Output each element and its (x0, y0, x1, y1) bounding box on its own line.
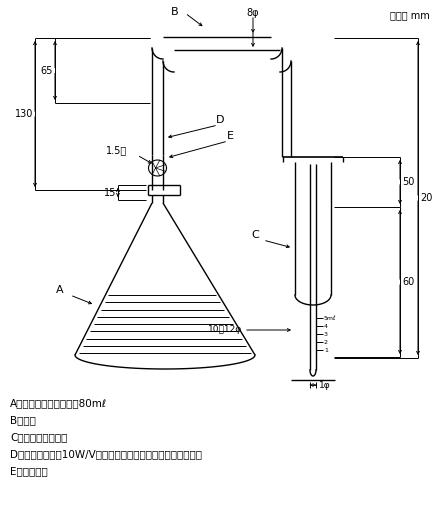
Text: C：ひ化水素吸収管: C：ひ化水素吸収管 (10, 432, 68, 442)
Text: B：導管: B：導管 (10, 415, 36, 425)
Text: 50: 50 (402, 177, 414, 187)
Text: 130: 130 (15, 109, 33, 119)
Text: B: B (171, 7, 179, 17)
Text: 1: 1 (324, 347, 328, 352)
Text: 4: 4 (324, 324, 328, 328)
Text: 8φ: 8φ (247, 8, 259, 18)
Text: 65: 65 (41, 66, 53, 76)
Text: 2: 2 (324, 339, 328, 344)
Text: 200: 200 (420, 193, 433, 203)
Text: A: A (56, 285, 64, 295)
Text: 1φ: 1φ (319, 380, 331, 389)
Text: D: D (216, 115, 224, 125)
Text: 3: 3 (324, 331, 328, 336)
Text: D：酢酸鉛溶液（10W/V％）で湿したガラスウールを詰める。: D：酢酸鉛溶液（10W/V％）で湿したガラスウールを詰める。 (10, 449, 202, 459)
Text: C: C (251, 230, 259, 240)
Text: 10～12φ: 10～12φ (208, 326, 242, 334)
Text: 単位： mm: 単位： mm (390, 10, 430, 20)
Text: E: E (226, 131, 233, 141)
Text: 1.5球: 1.5球 (106, 145, 127, 155)
Text: 60: 60 (402, 277, 414, 287)
Text: 5mℓ: 5mℓ (324, 316, 336, 321)
Text: A：ひ化水素発生びん　80mℓ: A：ひ化水素発生びん 80mℓ (10, 398, 107, 408)
Text: E：ゴムせん: E：ゴムせん (10, 466, 48, 476)
Text: 15: 15 (103, 187, 116, 197)
